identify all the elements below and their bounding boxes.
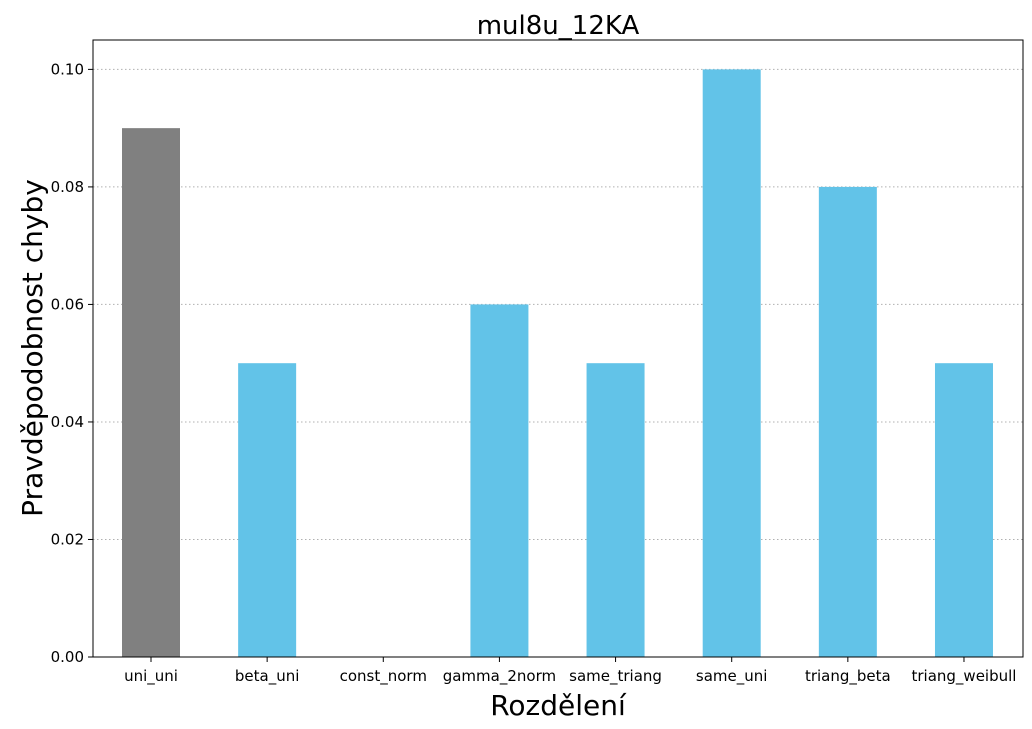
bar-uni_uni	[122, 128, 180, 658]
y-tick-label: 0.06	[51, 295, 84, 313]
x-tick-label: beta_uni	[235, 667, 300, 686]
bar-same_triang	[586, 363, 645, 657]
y-tick-label: 0.10	[51, 60, 84, 78]
bar-same_uni	[702, 69, 761, 657]
plot-area-frame	[92, 39, 1024, 658]
x-tick-label: triang_weibull	[911, 667, 1016, 686]
y-axis-label: Pravděpodobnost chyby	[16, 179, 49, 517]
bar-gamma_2norm	[470, 304, 529, 657]
bar-triang_beta	[818, 186, 877, 657]
y-tick-label: 0.00	[51, 648, 84, 666]
x-axis-ticks: uni_uni beta_uni const_norm gamma_2norm same…	[124, 657, 1016, 686]
y-axis-ticks: 0.00 0.02 0.04 0.06 0.08 0.10	[51, 60, 93, 666]
y-tick-label: 0.08	[51, 178, 84, 196]
bar-triang_weibull	[934, 363, 993, 657]
gridlines	[93, 68, 1023, 658]
y-tick-label: 0.02	[51, 530, 84, 548]
x-tick-label: same_uni	[696, 667, 768, 686]
y-tick-label: 0.04	[51, 413, 84, 431]
x-axis-label: Rozdělení	[490, 689, 627, 722]
x-tick-label: gamma_2norm	[443, 667, 556, 686]
chart-title: mul8u_12KA	[477, 11, 640, 41]
bar-beta_uni	[238, 363, 297, 657]
bars	[122, 69, 993, 658]
x-tick-label: uni_uni	[124, 667, 178, 686]
x-tick-label: const_norm	[340, 667, 427, 686]
x-tick-label: same_triang	[569, 667, 662, 686]
x-tick-label: triang_beta	[805, 667, 891, 686]
